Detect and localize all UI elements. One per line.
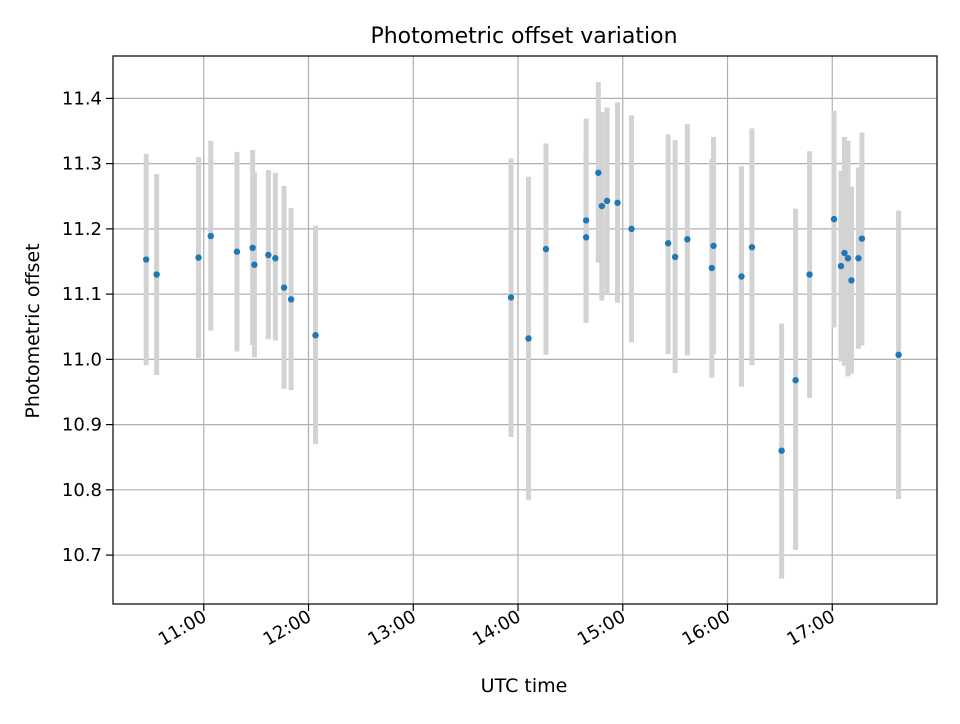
data-point: [287, 296, 295, 303]
y-tick-label: 11.3: [62, 154, 102, 175]
data-point: [312, 332, 319, 339]
data-point: [507, 294, 515, 301]
y-tick-label: 10.8: [62, 480, 102, 501]
data-point: [671, 253, 679, 261]
data-point: [598, 202, 606, 210]
data-point: [844, 255, 852, 262]
data-point: [265, 251, 272, 259]
x-axis-label: UTC time: [481, 675, 568, 697]
data-point: [855, 255, 862, 262]
data-point: [748, 243, 756, 251]
data-point: [708, 264, 715, 272]
data-point: [710, 242, 717, 250]
data-point: [280, 284, 288, 291]
data-point: [582, 234, 590, 241]
data-point: [582, 217, 590, 224]
data-point: [207, 232, 214, 240]
data-point: [251, 261, 258, 268]
data-point: [841, 249, 848, 257]
y-tick-label: 11.4: [62, 88, 102, 109]
y-tick-label: 10.9: [62, 415, 102, 436]
data-point: [792, 377, 799, 384]
data-point: [249, 244, 256, 251]
data-point: [738, 273, 745, 280]
data-point: [195, 254, 202, 261]
data-point: [806, 271, 813, 278]
y-tick-label: 11.2: [62, 219, 102, 240]
data-point: [684, 236, 691, 243]
data-point: [837, 262, 845, 270]
data-point: [778, 447, 785, 454]
data-points: [142, 169, 902, 454]
data-point: [525, 335, 532, 342]
data-point: [830, 215, 838, 223]
grid: [113, 56, 937, 604]
data-point: [628, 225, 635, 233]
y-tick-label: 10.7: [62, 545, 102, 566]
data-point: [542, 245, 550, 253]
data-point: [848, 277, 855, 284]
chart-title: Photometric offset variation: [370, 24, 677, 49]
y-tick-label: 11.0: [62, 349, 102, 370]
y-axis-ticks: 10.7 10.8 10.9 11.0 11.1 11.2 11.3 11.4: [62, 88, 113, 566]
data-point: [233, 248, 241, 255]
data-point: [664, 240, 672, 247]
data-point: [272, 255, 279, 262]
y-axis-label: Photometric offset: [22, 243, 44, 418]
data-point: [603, 197, 611, 205]
data-point: [595, 169, 602, 176]
data-point: [895, 351, 902, 358]
y-tick-label: 11.1: [62, 284, 102, 305]
data-point: [614, 199, 621, 206]
data-point: [142, 256, 150, 263]
plot-frame: [112, 55, 938, 605]
data-point: [858, 235, 866, 242]
data-point: [153, 271, 160, 278]
